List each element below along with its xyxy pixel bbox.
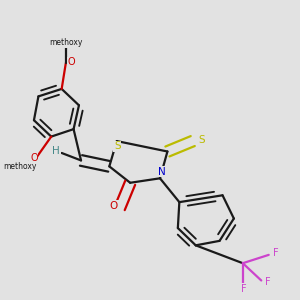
Text: O: O [68,57,75,68]
Text: F: F [241,284,246,294]
Text: S: S [114,141,121,152]
Text: S: S [198,136,205,146]
Text: N: N [158,167,165,177]
Text: O: O [30,153,38,163]
Text: methoxy: methoxy [15,166,22,167]
Text: methoxy: methoxy [3,162,37,171]
Text: H: H [52,146,60,157]
Text: F: F [265,277,271,287]
Text: methoxy: methoxy [49,38,82,47]
Text: O: O [110,201,118,211]
Text: F: F [273,248,279,258]
